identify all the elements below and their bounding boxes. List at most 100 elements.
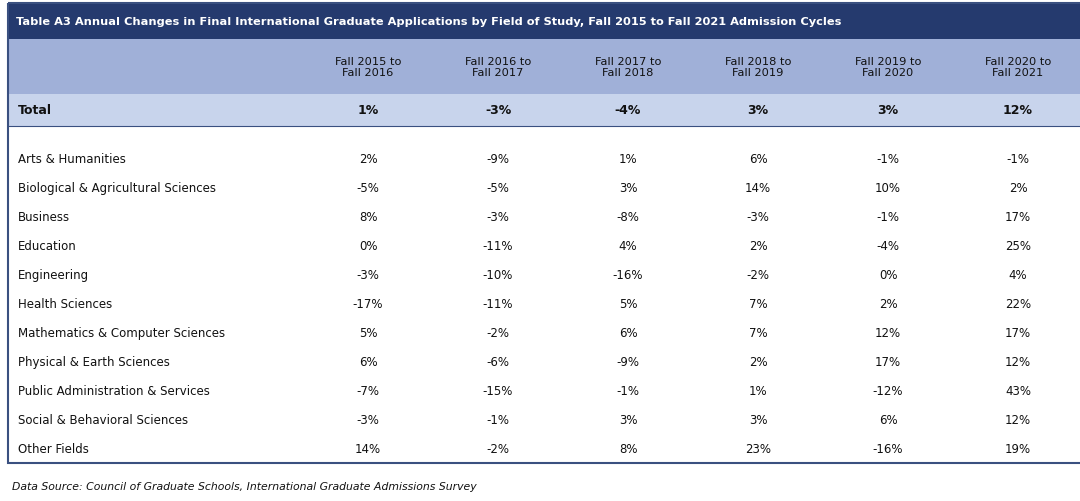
Text: Fall 2020 to
Fall 2021: Fall 2020 to Fall 2021	[985, 57, 1051, 78]
Text: 1%: 1%	[748, 384, 767, 397]
Text: 2%: 2%	[359, 153, 377, 166]
Text: -12%: -12%	[873, 384, 903, 397]
Text: 17%: 17%	[1004, 326, 1031, 339]
Text: -1%: -1%	[1007, 153, 1029, 166]
Text: 22%: 22%	[1004, 298, 1031, 311]
Text: Biological & Agricultural Sciences: Biological & Agricultural Sciences	[18, 182, 216, 194]
Bar	[8, 290, 1080, 318]
Text: -9%: -9%	[617, 355, 639, 368]
Text: -2%: -2%	[486, 326, 510, 339]
Text: -3%: -3%	[356, 413, 379, 426]
Text: 4%: 4%	[619, 239, 637, 253]
Text: 3%: 3%	[877, 104, 899, 117]
Text: 19%: 19%	[1004, 442, 1031, 455]
Text: Mathematics & Computer Sciences: Mathematics & Computer Sciences	[18, 326, 225, 339]
Text: Physical & Earth Sciences: Physical & Earth Sciences	[18, 355, 170, 368]
Bar	[8, 4, 1080, 40]
Text: 1%: 1%	[619, 153, 637, 166]
Text: Table A3 Annual Changes in Final International Graduate Applications by Field of: Table A3 Annual Changes in Final Interna…	[16, 17, 841, 27]
Text: -16%: -16%	[612, 269, 644, 282]
Text: 4%: 4%	[1009, 269, 1027, 282]
Text: Data Source: Council of Graduate Schools, International Graduate Admissions Surv: Data Source: Council of Graduate Schools…	[12, 481, 476, 491]
Text: -1%: -1%	[617, 384, 639, 397]
Text: 12%: 12%	[1004, 355, 1031, 368]
Text: -10%: -10%	[483, 269, 513, 282]
Text: 7%: 7%	[748, 298, 767, 311]
Text: 5%: 5%	[359, 326, 377, 339]
Text: 14%: 14%	[745, 182, 771, 194]
Text: -17%: -17%	[353, 298, 383, 311]
Text: 12%: 12%	[875, 326, 901, 339]
Text: 3%: 3%	[619, 182, 637, 194]
Text: -15%: -15%	[483, 384, 513, 397]
Text: -3%: -3%	[356, 269, 379, 282]
Text: -11%: -11%	[483, 239, 513, 253]
Text: -8%: -8%	[617, 210, 639, 223]
Text: 14%: 14%	[355, 442, 381, 455]
Text: -4%: -4%	[615, 104, 642, 117]
Text: Fall 2017 to
Fall 2018: Fall 2017 to Fall 2018	[595, 57, 661, 78]
Text: 6%: 6%	[748, 153, 767, 166]
Text: 2%: 2%	[879, 298, 897, 311]
Text: 6%: 6%	[879, 413, 897, 426]
Text: 2%: 2%	[748, 355, 767, 368]
Text: 23%: 23%	[745, 442, 771, 455]
Text: Business: Business	[18, 210, 70, 223]
Text: 1%: 1%	[357, 104, 379, 117]
Text: Total: Total	[18, 104, 52, 117]
Text: -6%: -6%	[486, 355, 510, 368]
Text: 12%: 12%	[1004, 413, 1031, 426]
Bar	[8, 261, 1080, 290]
Text: -5%: -5%	[487, 182, 510, 194]
Bar	[8, 40, 1080, 95]
Text: -16%: -16%	[873, 442, 903, 455]
Text: 43%: 43%	[1005, 384, 1031, 397]
Text: Other Fields: Other Fields	[18, 442, 89, 455]
Text: 8%: 8%	[619, 442, 637, 455]
Text: 7%: 7%	[748, 326, 767, 339]
Text: Health Sciences: Health Sciences	[18, 298, 112, 311]
Bar	[8, 434, 1080, 463]
Text: -9%: -9%	[486, 153, 510, 166]
Bar	[8, 174, 1080, 202]
Text: 12%: 12%	[1003, 104, 1032, 117]
Bar	[8, 318, 1080, 347]
Text: Education: Education	[18, 239, 77, 253]
Text: -11%: -11%	[483, 298, 513, 311]
Text: 2%: 2%	[748, 239, 767, 253]
Text: 10%: 10%	[875, 182, 901, 194]
Text: -4%: -4%	[877, 239, 900, 253]
Bar	[8, 376, 1080, 405]
Text: -2%: -2%	[746, 269, 769, 282]
Text: 17%: 17%	[875, 355, 901, 368]
Text: -2%: -2%	[486, 442, 510, 455]
Text: Public Administration & Services: Public Administration & Services	[18, 384, 210, 397]
Text: -1%: -1%	[877, 153, 900, 166]
Text: -3%: -3%	[487, 210, 510, 223]
Bar	[8, 202, 1080, 231]
Bar	[8, 145, 1080, 174]
Text: Social & Behavioral Sciences: Social & Behavioral Sciences	[18, 413, 188, 426]
Text: 17%: 17%	[1004, 210, 1031, 223]
Text: 0%: 0%	[359, 239, 377, 253]
Text: 6%: 6%	[619, 326, 637, 339]
Text: -5%: -5%	[356, 182, 379, 194]
Text: 3%: 3%	[748, 413, 767, 426]
Text: Fall 2018 to
Fall 2019: Fall 2018 to Fall 2019	[725, 57, 792, 78]
Text: 6%: 6%	[359, 355, 377, 368]
Text: Fall 2015 to
Fall 2016: Fall 2015 to Fall 2016	[335, 57, 402, 78]
Text: 3%: 3%	[619, 413, 637, 426]
Text: Fall 2016 to
Fall 2017: Fall 2016 to Fall 2017	[464, 57, 531, 78]
Bar	[8, 405, 1080, 434]
Text: -1%: -1%	[486, 413, 510, 426]
Text: -3%: -3%	[746, 210, 769, 223]
Bar	[8, 231, 1080, 261]
Bar	[8, 347, 1080, 376]
Text: 3%: 3%	[747, 104, 769, 117]
Text: 8%: 8%	[359, 210, 377, 223]
Text: 5%: 5%	[619, 298, 637, 311]
Text: 0%: 0%	[879, 269, 897, 282]
Text: 2%: 2%	[1009, 182, 1027, 194]
Text: Fall 2019 to
Fall 2020: Fall 2019 to Fall 2020	[854, 57, 921, 78]
Text: 25%: 25%	[1005, 239, 1031, 253]
